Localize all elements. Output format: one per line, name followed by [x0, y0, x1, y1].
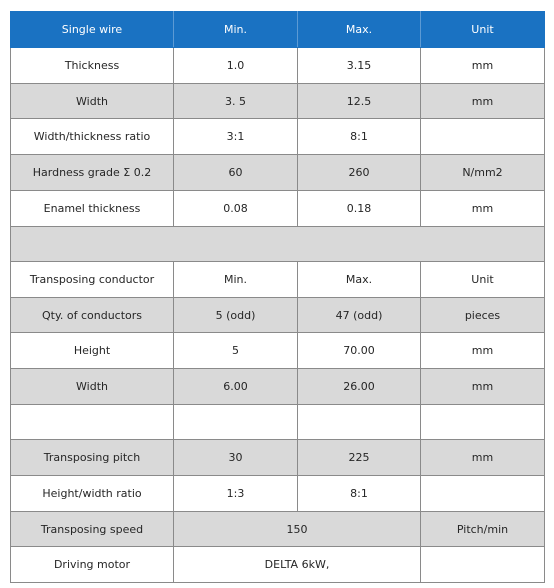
- min-cell: Min.: [173, 261, 298, 298]
- table-row-motor: Driving motor DELTA 6kW,: [10, 546, 545, 583]
- table-subheader-row: Transposing conductor Min. Max. Unit: [10, 261, 545, 298]
- row-label: Qty. of conductors: [10, 297, 174, 333]
- row-label: Transposing conductor: [10, 261, 174, 298]
- max-cell: 8:1: [297, 475, 421, 512]
- max-cell: 0.18: [297, 190, 421, 227]
- row-label: Thickness: [10, 47, 174, 84]
- max-cell: 70.00: [297, 332, 421, 369]
- row-label: Width/thickness ratio: [10, 118, 174, 155]
- max-cell: 26.00: [297, 368, 421, 405]
- max-cell: 3.15: [297, 47, 421, 84]
- unit-cell: mm: [420, 47, 545, 84]
- table-row: Thickness 1.0 3.15 mm: [10, 47, 545, 84]
- unit-cell: N/mm2: [420, 154, 545, 191]
- table-row-empty: [10, 404, 545, 440]
- merged-value-cell: 150: [173, 511, 421, 547]
- row-label: Width: [10, 83, 174, 119]
- unit-cell: mm: [420, 83, 545, 119]
- table-row-speed: Transposing speed 150 Pitch/min: [10, 511, 545, 547]
- table-row: Enamel thickness 0.08 0.18 mm: [10, 190, 545, 227]
- min-cell: 3:1: [173, 118, 298, 155]
- unit-cell: Pitch/min: [420, 511, 545, 547]
- min-cell: 1.0: [173, 47, 298, 84]
- table-row: Transposing pitch 30 225 mm: [10, 439, 545, 476]
- spec-table: Single wire Min. Max. Unit Thickness 1.0…: [10, 11, 545, 583]
- min-cell: 60: [173, 154, 298, 191]
- header-cell: Single wire: [10, 11, 174, 48]
- min-cell: 0.08: [173, 190, 298, 227]
- table-header-row: Single wire Min. Max. Unit: [10, 11, 545, 48]
- header-cell: Max.: [297, 11, 421, 48]
- table-spacer-row: [10, 226, 545, 262]
- table-row: Qty. of conductors 5 (odd) 47 (odd) piec…: [10, 297, 545, 333]
- row-label: Driving motor: [10, 546, 174, 583]
- min-cell: 5: [173, 332, 298, 369]
- max-cell: 225: [297, 439, 421, 476]
- min-cell: 6.00: [173, 368, 298, 405]
- table-row: Height/width ratio 1:3 8:1: [10, 475, 545, 512]
- unit-cell: [420, 475, 545, 512]
- spacer-cell: [10, 226, 545, 262]
- unit-cell: pieces: [420, 297, 545, 333]
- table-row: Width/thickness ratio 3:1 8:1: [10, 118, 545, 155]
- min-cell: 3. 5: [173, 83, 298, 119]
- row-label: [10, 404, 174, 440]
- unit-cell: mm: [420, 368, 545, 405]
- row-label: Transposing pitch: [10, 439, 174, 476]
- min-cell: 30: [173, 439, 298, 476]
- header-cell: Min.: [173, 11, 298, 48]
- max-cell: 47 (odd): [297, 297, 421, 333]
- table-row: Height 5 70.00 mm: [10, 332, 545, 369]
- row-label: Transposing speed: [10, 511, 174, 547]
- max-cell: Max.: [297, 261, 421, 298]
- max-cell: [297, 404, 421, 440]
- table-row: Width 6.00 26.00 mm: [10, 368, 545, 405]
- row-label: Height: [10, 332, 174, 369]
- row-label: Enamel thickness: [10, 190, 174, 227]
- merged-value-cell: DELTA 6kW,: [173, 546, 421, 583]
- unit-cell: mm: [420, 439, 545, 476]
- min-cell: 5 (odd): [173, 297, 298, 333]
- row-label: Height/width ratio: [10, 475, 174, 512]
- min-cell: 1:3: [173, 475, 298, 512]
- row-label: Width: [10, 368, 174, 405]
- unit-cell: mm: [420, 332, 545, 369]
- min-cell: [173, 404, 298, 440]
- table-row: Hardness grade Σ 0.2 60 260 N/mm2: [10, 154, 545, 191]
- max-cell: 8:1: [297, 118, 421, 155]
- table-row: Width 3. 5 12.5 mm: [10, 83, 545, 119]
- unit-cell: [420, 546, 545, 583]
- row-label: Hardness grade Σ 0.2: [10, 154, 174, 191]
- unit-cell: [420, 404, 545, 440]
- max-cell: 12.5: [297, 83, 421, 119]
- header-cell: Unit: [420, 11, 545, 48]
- unit-cell: [420, 118, 545, 155]
- unit-cell: Unit: [420, 261, 545, 298]
- unit-cell: mm: [420, 190, 545, 227]
- max-cell: 260: [297, 154, 421, 191]
